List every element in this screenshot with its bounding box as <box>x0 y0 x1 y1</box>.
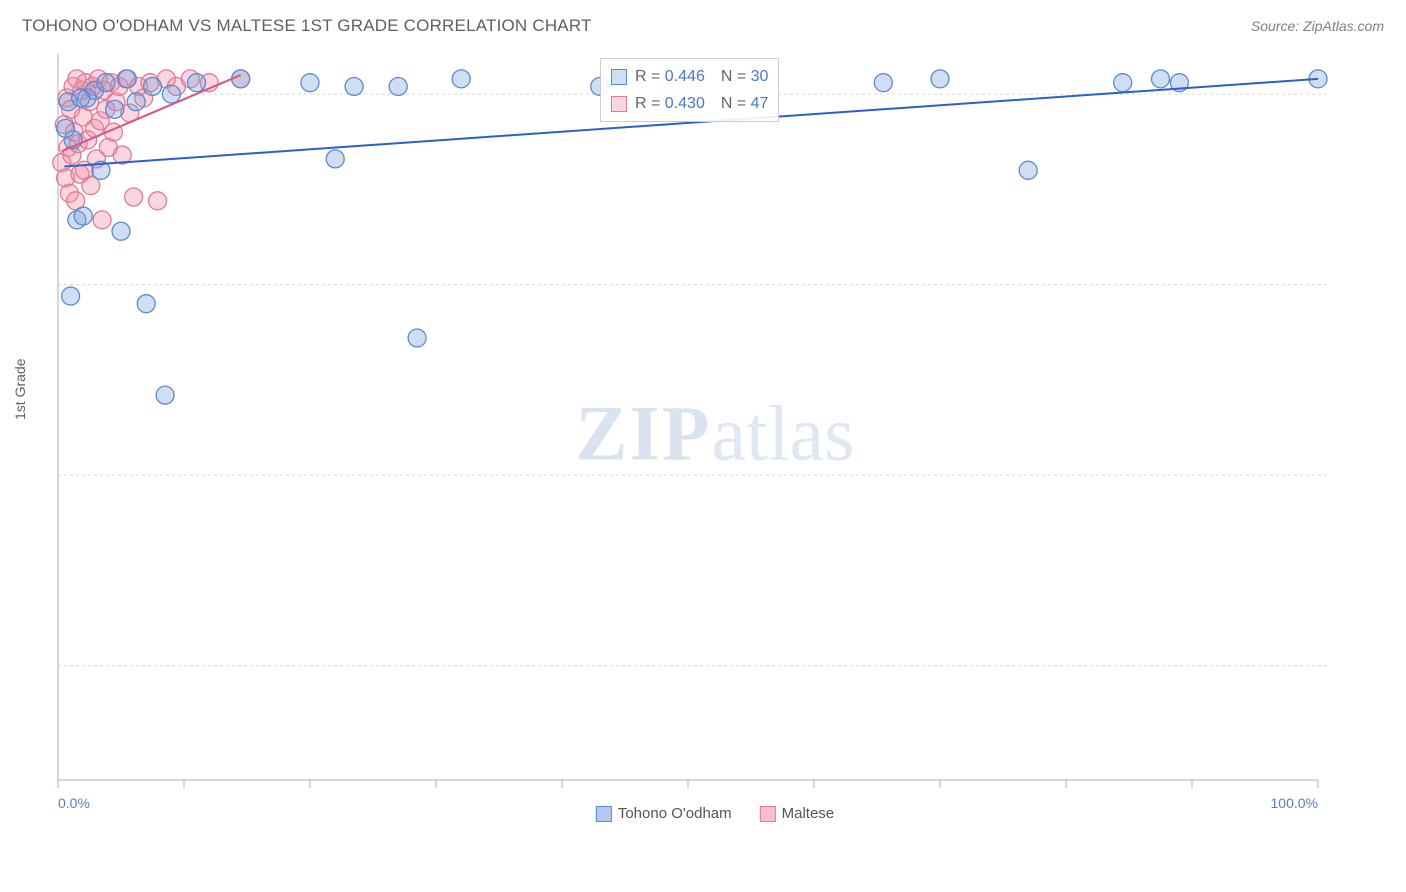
legend-label: Tohono O'odham <box>618 805 732 822</box>
data-point <box>452 70 470 88</box>
series-legend: Tohono O'odham Maltese <box>596 805 834 822</box>
data-point <box>144 77 162 95</box>
legend-label: Maltese <box>782 805 835 822</box>
data-point <box>1019 161 1037 179</box>
data-point <box>125 188 143 206</box>
data-point <box>931 70 949 88</box>
chart-header: TOHONO O'ODHAM VS MALTESE 1ST GRADE CORR… <box>0 0 1406 44</box>
data-point <box>106 100 124 118</box>
legend-stats: R = 0.446 N = 30 <box>635 63 768 90</box>
legend-swatch <box>596 806 612 822</box>
data-point <box>74 207 92 225</box>
data-point <box>93 211 111 229</box>
svg-text:100.0%: 100.0% <box>1271 795 1318 811</box>
data-point <box>118 70 136 88</box>
data-point <box>137 295 155 313</box>
svg-text:0.0%: 0.0% <box>58 795 90 811</box>
data-point <box>301 74 319 92</box>
data-point <box>1152 70 1170 88</box>
data-point <box>874 74 892 92</box>
chart-area: 92.5%95.0%97.5%100.0%0.0%100.0% ZIPatlas… <box>50 48 1380 828</box>
data-point <box>127 93 145 111</box>
data-point <box>408 329 426 347</box>
data-point <box>57 119 75 137</box>
data-point <box>82 177 100 195</box>
data-point <box>389 77 407 95</box>
data-point <box>149 192 167 210</box>
y-axis-label: 1st Grade <box>12 359 28 420</box>
chart-title: TOHONO O'ODHAM VS MALTESE 1ST GRADE CORR… <box>22 16 592 36</box>
chart-source: Source: ZipAtlas.com <box>1251 18 1384 34</box>
scatter-plot: 92.5%95.0%97.5%100.0%0.0%100.0% <box>50 48 1330 838</box>
legend-swatch <box>611 96 627 112</box>
data-point <box>1114 74 1132 92</box>
data-point <box>62 287 80 305</box>
data-point <box>97 74 115 92</box>
legend-swatch <box>611 69 627 85</box>
legend-swatch <box>760 806 776 822</box>
series-legend-item: Maltese <box>760 805 835 822</box>
data-point <box>326 150 344 168</box>
data-point <box>72 89 90 107</box>
data-point <box>345 77 363 95</box>
legend-row: R = 0.430 N = 47 <box>611 90 768 117</box>
series-legend-item: Tohono O'odham <box>596 805 732 822</box>
data-point <box>112 222 130 240</box>
data-point <box>188 74 206 92</box>
data-point <box>156 386 174 404</box>
correlation-legend: R = 0.446 N = 30R = 0.430 N = 47 <box>600 58 779 122</box>
data-point <box>232 70 250 88</box>
legend-stats: R = 0.430 N = 47 <box>635 90 768 117</box>
legend-row: R = 0.446 N = 30 <box>611 63 768 90</box>
data-point <box>162 85 180 103</box>
